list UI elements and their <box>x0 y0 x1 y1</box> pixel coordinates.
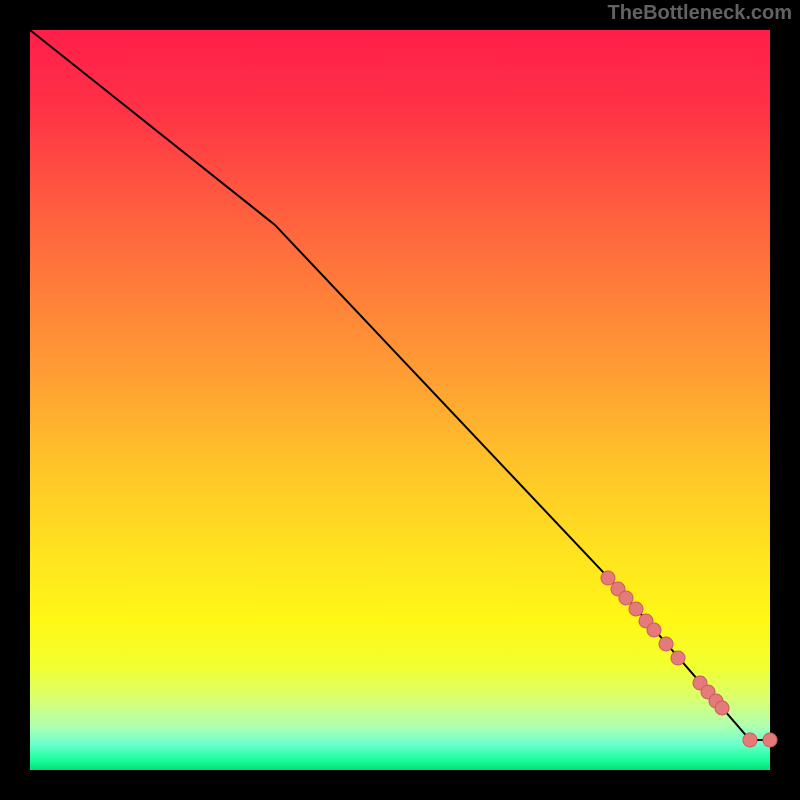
watermark-text: TheBottleneck.com <box>608 2 792 25</box>
data-marker <box>647 623 661 637</box>
chart-stage: TheBottleneck.com <box>0 0 800 800</box>
data-marker <box>715 701 729 715</box>
data-marker <box>601 571 615 585</box>
plot-svg <box>0 0 800 800</box>
data-marker <box>659 637 673 651</box>
data-marker <box>619 591 633 605</box>
data-marker <box>743 733 757 747</box>
gradient-panel <box>30 30 770 770</box>
data-marker <box>763 733 777 747</box>
data-marker <box>629 602 643 616</box>
data-marker <box>671 651 685 665</box>
